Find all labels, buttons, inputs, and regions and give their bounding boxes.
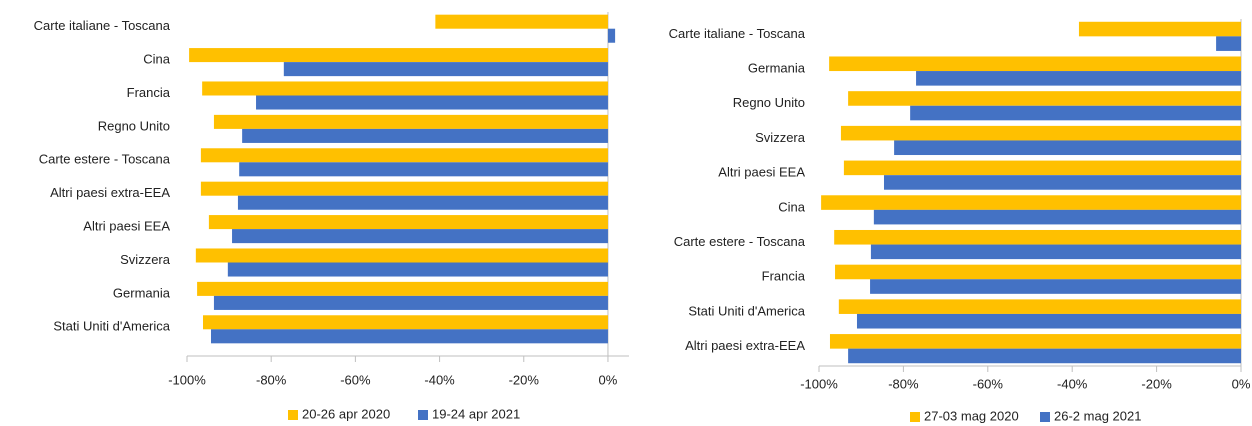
y-tick-label: Francia — [127, 85, 171, 100]
bar — [197, 281, 608, 296]
x-tick-label: -60% — [973, 376, 1004, 391]
bar — [873, 209, 1241, 225]
bar — [848, 348, 1241, 364]
bar — [834, 229, 1241, 245]
bar — [208, 215, 608, 230]
bar — [840, 125, 1241, 141]
bar — [856, 313, 1241, 329]
y-tick-label: Regno Unito — [733, 95, 805, 110]
y-tick-label: Stati Uniti d'America — [688, 303, 805, 318]
bar — [227, 262, 608, 277]
y-tick-label: Cina — [143, 52, 171, 67]
x-tick-label: -40% — [1057, 376, 1088, 391]
y-tick-label: Germania — [113, 285, 171, 300]
bar — [202, 315, 608, 330]
x-tick-label: -60% — [340, 372, 371, 387]
bar — [838, 299, 1241, 314]
bar — [189, 48, 608, 63]
y-tick-label: Altri paesi extra-EEA — [685, 338, 805, 353]
bar — [195, 248, 608, 263]
y-tick-label: Carte italiane - Toscana — [34, 18, 171, 33]
bar — [232, 229, 608, 244]
legend-swatch — [288, 410, 298, 420]
bar — [435, 14, 608, 29]
bar — [829, 56, 1241, 72]
y-tick-label: Altri paesi EEA — [718, 165, 805, 180]
bar — [843, 160, 1241, 176]
bar — [883, 175, 1241, 190]
bar — [213, 295, 608, 310]
y-tick-label: Regno Unito — [98, 118, 170, 133]
legend-swatch — [418, 410, 428, 420]
bar — [242, 128, 608, 143]
x-tick-label: -80% — [888, 376, 919, 391]
x-tick-label: -80% — [256, 372, 287, 387]
bar — [202, 81, 608, 96]
bar — [213, 114, 608, 129]
bar — [821, 195, 1241, 210]
x-tick-label: 0% — [599, 372, 618, 387]
bar — [1078, 21, 1241, 37]
bar — [894, 140, 1241, 156]
y-tick-label: Francia — [762, 269, 806, 284]
x-tick-label: -100% — [168, 372, 206, 387]
bar — [607, 28, 616, 43]
legend-label: 19-24 apr 2021 — [432, 406, 520, 421]
bar — [237, 195, 608, 210]
legend-swatch — [910, 412, 920, 422]
bar — [870, 279, 1241, 294]
legend-label: 27-03 mag 2020 — [924, 408, 1019, 423]
bar — [256, 95, 608, 110]
bar — [1216, 36, 1241, 51]
x-tick-label: -40% — [424, 372, 455, 387]
bar — [916, 71, 1241, 86]
bar — [835, 264, 1241, 280]
bar — [848, 91, 1241, 106]
bar — [283, 62, 608, 77]
y-tick-label: Svizzera — [755, 130, 806, 145]
legend-swatch — [1040, 412, 1050, 422]
legend-label: 26-2 mag 2021 — [1054, 408, 1141, 423]
bar — [870, 244, 1241, 260]
y-tick-label: Stati Uniti d'America — [53, 319, 170, 334]
x-tick-label: -20% — [1141, 376, 1172, 391]
y-tick-label: Carte estere - Toscana — [39, 152, 171, 167]
y-tick-label: Altri paesi extra-EEA — [50, 185, 170, 200]
bar — [200, 181, 608, 196]
x-tick-label: -100% — [800, 376, 838, 391]
y-tick-label: Carte italiane - Toscana — [669, 26, 806, 41]
y-tick-label: Altri paesi EEA — [83, 219, 170, 234]
y-tick-label: Germania — [748, 60, 806, 75]
bar — [239, 162, 608, 177]
bar — [910, 105, 1241, 121]
y-tick-label: Cina — [778, 199, 806, 214]
x-tick-label: 0% — [1232, 376, 1251, 391]
y-tick-label: Svizzera — [120, 252, 171, 267]
bar — [829, 334, 1241, 349]
legend-label: 20-26 apr 2020 — [302, 406, 390, 421]
bar — [210, 329, 608, 344]
x-tick-label: -20% — [509, 372, 540, 387]
y-tick-label: Carte estere - Toscana — [674, 234, 806, 249]
bar — [200, 148, 608, 163]
